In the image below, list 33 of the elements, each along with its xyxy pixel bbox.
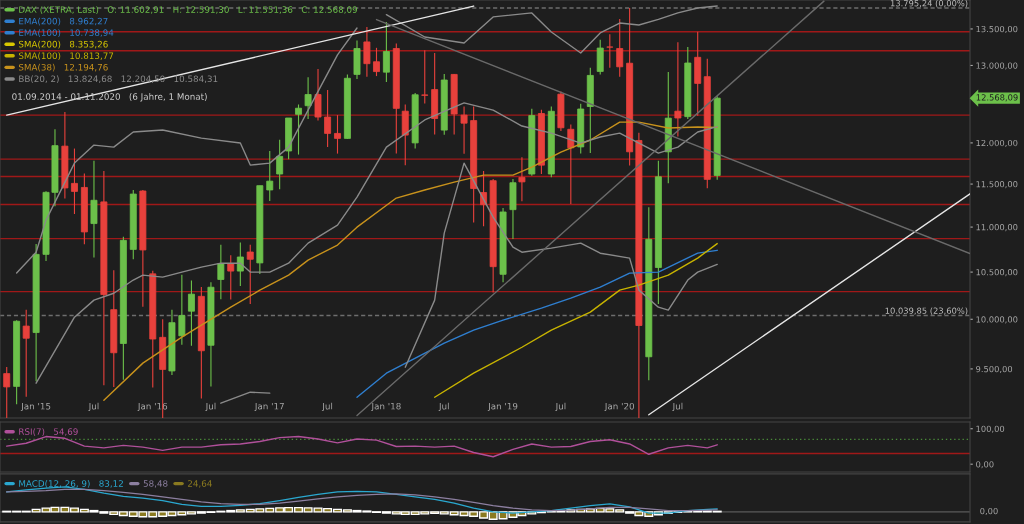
x-tick-label: Jan '18 (371, 402, 401, 412)
y-tick-label: 0,00 (976, 461, 994, 469)
x-tick-label: Jan '17 (254, 402, 284, 412)
y-tick-label: 13.000,00 (976, 62, 1018, 70)
ref-line-label: 13.795,24 (0,00%) (890, 0, 968, 8)
x-tick-label: Jul (205, 402, 216, 412)
text: 12.568,09 (976, 94, 1018, 102)
legend-label: SMA(38) 12.194,76 (18, 63, 108, 72)
x-tick-label: Jul (555, 402, 566, 412)
legend-label: SMA(100) 10.813,77 (18, 52, 114, 61)
x-tick-label: Jul (321, 402, 333, 412)
y-tick-label: 12.000,00 (976, 139, 1018, 148)
x-tick-label: Jul (438, 402, 449, 412)
x-tick-label: Jan '19 (487, 402, 518, 412)
y-tick-label: 10.000,00 (976, 316, 1018, 324)
x-tick-label: Jul (672, 402, 683, 412)
y-tick-label: 11.000,00 (976, 224, 1018, 232)
ref-line-label: 10.039,85 (23,60%) (885, 307, 968, 315)
legend-label: 58,48 (143, 480, 168, 488)
y-tick-label: 9.500,00 (976, 365, 1013, 374)
y-tick-label: 100,00 (976, 425, 1005, 433)
y-tick-label: 11.500,00 (976, 181, 1018, 189)
x-tick-label: Jul (88, 402, 99, 412)
legend-label: EMA(200) 8.962,27 (19, 17, 108, 26)
y-tick-label: 10.500,00 (976, 269, 1018, 277)
legend-label: SMA(200) 8.353,26 (18, 40, 108, 49)
legend-label: MACD(12, 26, 9) 83,12 (19, 480, 123, 488)
legend-label: RSI(7) 54,69 (19, 428, 78, 436)
x-tick-label: Jan '15 (20, 402, 51, 412)
x-tick-label: Jan '20 (604, 402, 635, 412)
legend-label: DAX (XETRA, Last) O: 11.602,91 H: 12.591,30 L: 11.551,36 C: 12.568,09 (19, 6, 358, 14)
y-tick-label: 13.500,00 (976, 25, 1018, 34)
legend-label: 24,64 (187, 480, 212, 488)
